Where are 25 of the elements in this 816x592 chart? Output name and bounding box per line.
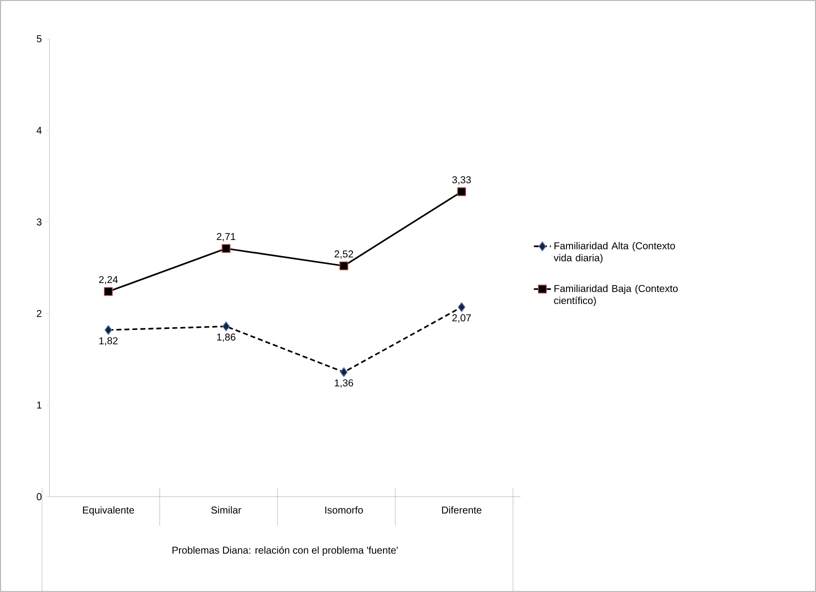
x-tick-label: Isomorfo — [325, 506, 363, 514]
data-label: 1,86 — [217, 334, 236, 342]
data-label: 1,36 — [334, 379, 354, 388]
data-label: 2,52 — [334, 250, 354, 259]
x-tick-label: Equivalente — [83, 506, 134, 516]
data-label: 2,07 — [452, 314, 471, 323]
y-tick-label: 4 — [36, 126, 42, 134]
data-label: 2,71 — [216, 233, 236, 242]
point — [222, 244, 230, 253]
y-tick-label: 2 — [36, 310, 42, 318]
y-tick-label: 0 — [36, 493, 42, 500]
data-label: 1,82 — [99, 337, 118, 346]
legend-label: Familiaridad Baja (Contexto científico) — [554, 284, 678, 306]
y-tick-label: 3 — [36, 218, 42, 226]
y-tick-label: 5 — [36, 35, 42, 42]
x-tick-label: Diferente — [442, 506, 482, 514]
point — [339, 261, 348, 270]
x-axis-title: Problemas Diana: relación con el problema 'fuente' — [172, 546, 398, 556]
x-tick-label: Similar — [211, 506, 242, 514]
data-label: 2,24 — [99, 276, 118, 284]
legend-label: Familiaridad Alta (Contexto vida diaria) — [554, 242, 675, 264]
point — [457, 187, 466, 196]
point — [104, 287, 113, 296]
data-label: 3,33 — [452, 176, 471, 184]
y-tick-label: 1 — [37, 402, 42, 409]
